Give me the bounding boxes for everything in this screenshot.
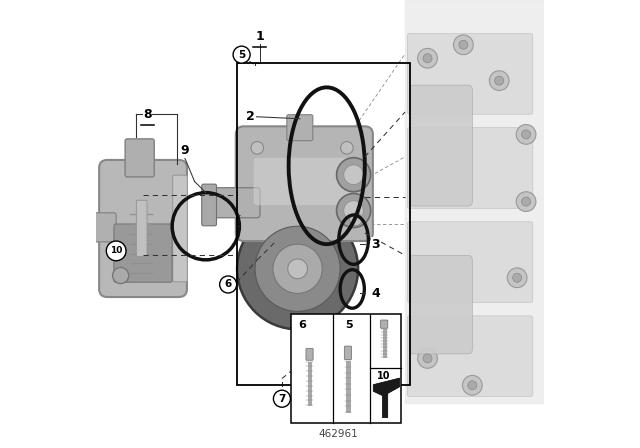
Text: 9: 9 [180, 144, 189, 158]
Bar [291, 314, 401, 423]
Text: 6: 6 [225, 280, 232, 289]
FancyBboxPatch shape [410, 85, 472, 206]
Circle shape [288, 259, 307, 279]
FancyBboxPatch shape [202, 184, 216, 226]
Text: 2: 2 [246, 110, 255, 123]
FancyBboxPatch shape [381, 320, 388, 328]
Circle shape [273, 244, 323, 293]
Circle shape [468, 381, 477, 390]
FancyBboxPatch shape [407, 34, 533, 114]
Circle shape [516, 192, 536, 211]
FancyBboxPatch shape [344, 346, 351, 360]
Text: 5: 5 [345, 320, 353, 330]
Text: 5: 5 [238, 50, 245, 60]
Circle shape [495, 76, 504, 85]
Circle shape [522, 197, 531, 206]
FancyBboxPatch shape [407, 128, 533, 208]
FancyBboxPatch shape [407, 222, 533, 302]
Text: 3: 3 [372, 237, 380, 251]
FancyBboxPatch shape [136, 200, 147, 257]
Circle shape [344, 201, 364, 220]
Circle shape [220, 276, 237, 293]
Circle shape [522, 130, 531, 139]
Circle shape [344, 165, 364, 185]
Text: 462961: 462961 [318, 429, 358, 439]
FancyBboxPatch shape [114, 224, 172, 282]
Circle shape [233, 46, 250, 63]
Circle shape [337, 158, 371, 192]
Circle shape [418, 48, 437, 68]
Polygon shape [373, 378, 399, 418]
Circle shape [459, 40, 468, 49]
FancyBboxPatch shape [253, 158, 351, 205]
Polygon shape [405, 0, 544, 403]
Text: 7: 7 [278, 394, 285, 404]
Circle shape [423, 54, 432, 63]
Circle shape [113, 267, 129, 284]
Text: 4: 4 [372, 287, 380, 300]
FancyBboxPatch shape [210, 188, 260, 218]
Text: 6: 6 [298, 320, 306, 330]
Circle shape [418, 349, 437, 368]
Circle shape [237, 208, 358, 329]
Text: 10: 10 [378, 371, 391, 381]
Circle shape [349, 213, 362, 226]
Circle shape [273, 390, 291, 407]
FancyBboxPatch shape [346, 361, 349, 412]
Text: 7: 7 [380, 320, 388, 330]
FancyBboxPatch shape [236, 126, 373, 241]
Circle shape [516, 125, 536, 144]
Text: 10: 10 [110, 246, 122, 255]
FancyBboxPatch shape [99, 160, 187, 297]
Circle shape [340, 142, 353, 154]
FancyBboxPatch shape [125, 139, 154, 177]
FancyBboxPatch shape [83, 213, 116, 242]
Text: 8: 8 [143, 108, 152, 121]
Circle shape [337, 194, 371, 228]
Circle shape [463, 375, 482, 395]
Circle shape [255, 226, 340, 311]
Circle shape [106, 241, 126, 261]
FancyBboxPatch shape [410, 255, 472, 354]
FancyBboxPatch shape [173, 175, 188, 282]
FancyBboxPatch shape [308, 362, 311, 405]
FancyBboxPatch shape [383, 329, 386, 357]
FancyBboxPatch shape [306, 349, 313, 360]
Circle shape [513, 273, 522, 282]
FancyBboxPatch shape [287, 115, 313, 141]
Circle shape [508, 268, 527, 288]
Circle shape [490, 71, 509, 90]
Circle shape [454, 35, 473, 55]
Circle shape [251, 142, 264, 154]
FancyBboxPatch shape [407, 316, 533, 396]
Circle shape [423, 354, 432, 363]
Bar [237, 63, 410, 385]
Text: 1: 1 [255, 30, 264, 43]
